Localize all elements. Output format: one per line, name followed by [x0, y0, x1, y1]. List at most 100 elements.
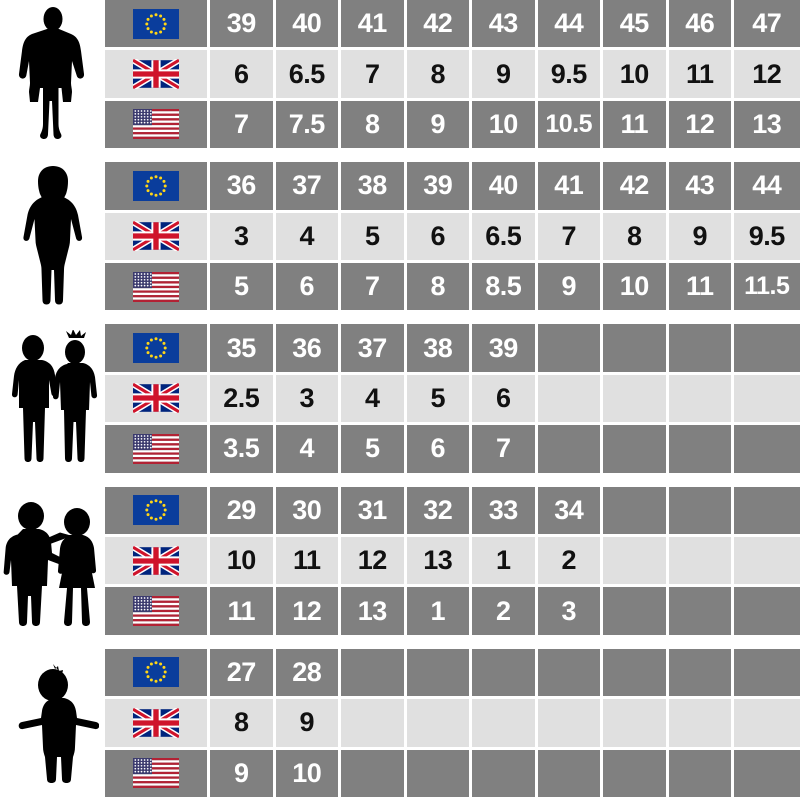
size-row-uk: 6 6.5 7 8 9 9.5 10 11 12 — [105, 50, 800, 101]
size-cell-empty — [734, 425, 800, 476]
size-cell: 10 — [603, 50, 669, 101]
size-cell: 34 — [537, 486, 603, 537]
size-value: 10 — [619, 271, 650, 302]
size-cell: 40 — [472, 162, 538, 213]
size-cell: 7 — [210, 100, 276, 152]
size-cell: 11 — [275, 536, 341, 588]
size-cell: 13 — [734, 100, 800, 152]
size-cell: 38 — [406, 324, 472, 375]
size-cell-empty — [537, 648, 603, 700]
size-cell: 39 — [472, 324, 538, 375]
size-cell: 33 — [472, 486, 538, 537]
size-cell: 3 — [210, 212, 276, 263]
size-value: 13 — [752, 108, 782, 139]
size-cell: 11 — [210, 587, 276, 638]
size-value: 7 — [364, 58, 380, 89]
size-cell: 6 — [406, 212, 472, 263]
size-cell: 30 — [275, 486, 341, 537]
eu-flag-icon — [133, 170, 179, 201]
size-cell: 37 — [341, 324, 407, 375]
size-cell: 9.5 — [734, 212, 800, 263]
size-cell: 12 — [734, 50, 800, 101]
size-value: 33 — [488, 494, 519, 525]
size-value: 10 — [226, 545, 257, 576]
size-value: 5 — [430, 382, 446, 413]
size-value: 8 — [233, 707, 249, 738]
size-value: 34 — [554, 494, 584, 525]
size-cell-empty — [406, 749, 472, 800]
size-cell-empty — [668, 648, 734, 700]
size-value: 6 — [430, 220, 446, 251]
size-cell: 39 — [210, 0, 276, 51]
size-value: 6 — [299, 271, 315, 302]
size-cell-empty — [668, 324, 734, 375]
size-value: 9 — [692, 220, 708, 251]
size-cell-empty — [603, 749, 669, 800]
size-cell: 3 — [275, 374, 341, 426]
size-cell-empty — [734, 699, 800, 750]
size-cell: 7 — [341, 50, 407, 101]
size-cell: 8 — [210, 699, 276, 750]
size-cell: 6.5 — [472, 212, 538, 263]
size-cell: 41 — [537, 162, 603, 213]
size-cell: 47 — [734, 0, 800, 51]
size-value: 11 — [685, 58, 714, 89]
size-value: 42 — [423, 8, 453, 39]
size-cell-empty — [603, 648, 669, 700]
size-cell-empty — [537, 324, 603, 375]
flag-cell-us — [105, 587, 210, 638]
size-value: 3 — [299, 382, 315, 413]
uk-flag-icon — [133, 545, 179, 576]
us-flag-icon — [133, 271, 179, 302]
size-cell: 11 — [668, 50, 734, 101]
size-cell: 42 — [406, 0, 472, 51]
size-value: 7 — [495, 433, 511, 464]
size-value: 29 — [226, 494, 257, 525]
size-cell: 4 — [275, 212, 341, 263]
size-cell-empty — [603, 587, 669, 638]
size-cell-empty — [472, 749, 538, 800]
flag-cell-uk — [105, 50, 210, 101]
size-cell: 12 — [668, 100, 734, 152]
size-cell-empty — [668, 425, 734, 476]
size-row-uk: 2.5 3 4 5 6 — [105, 374, 800, 426]
size-cell: 40 — [275, 0, 341, 51]
size-cell-empty — [668, 374, 734, 426]
group-divider — [0, 313, 800, 325]
size-cell-empty — [406, 648, 472, 700]
size-value: 7 — [233, 108, 249, 139]
size-value: 12 — [752, 58, 782, 89]
size-cell-empty — [668, 486, 734, 537]
size-value: 39 — [423, 170, 453, 201]
size-cell: 8 — [341, 100, 407, 152]
us-flag-icon — [133, 758, 179, 789]
size-value: 8 — [626, 220, 642, 251]
size-value: 9 — [299, 707, 315, 738]
size-cell: 2 — [472, 587, 538, 638]
size-value: 11 — [227, 595, 256, 626]
eu-flag-icon — [133, 657, 179, 688]
size-value: 35 — [226, 332, 257, 363]
size-value: 37 — [292, 170, 322, 201]
size-rows: 35 36 37 38 39 2.5 3 4 5 6 3.5 4 5 6 7 — [105, 324, 800, 476]
size-value: 40 — [292, 8, 322, 39]
size-cell-empty — [472, 648, 538, 700]
size-value: 45 — [619, 8, 650, 39]
size-cell-empty — [668, 699, 734, 750]
size-cell: 11.5 — [734, 262, 800, 314]
size-cell: 11 — [668, 262, 734, 314]
size-cell: 13 — [406, 536, 472, 588]
size-value: 11 — [620, 108, 649, 139]
size-cell: 9 — [406, 100, 472, 152]
size-value: 9.5 — [550, 58, 588, 89]
size-value: 11.5 — [744, 272, 790, 301]
size-cell-empty — [734, 648, 800, 700]
size-cell: 32 — [406, 486, 472, 537]
size-cell-empty — [537, 699, 603, 750]
size-cell: 8 — [406, 50, 472, 101]
size-value: 36 — [226, 170, 257, 201]
size-cell: 7.5 — [275, 100, 341, 152]
flag-cell-uk — [105, 536, 210, 588]
size-value: 7.5 — [288, 108, 326, 139]
size-value: 10.5 — [545, 109, 593, 138]
